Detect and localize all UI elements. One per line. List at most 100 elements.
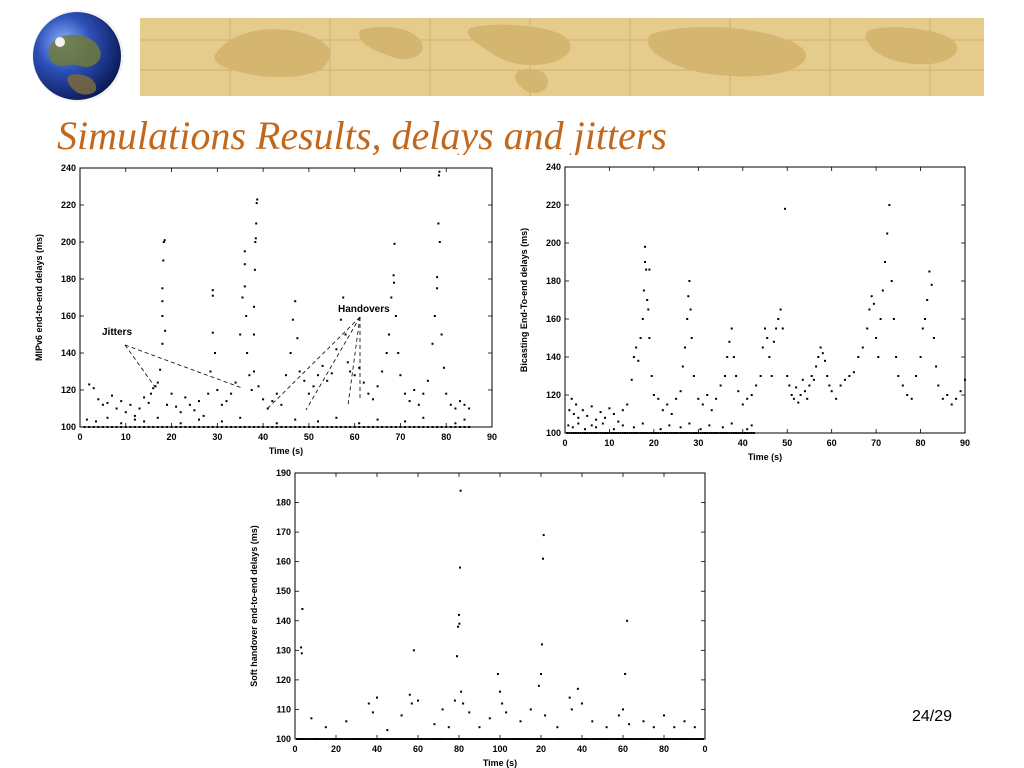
data-point	[243, 263, 246, 266]
data-point	[687, 295, 690, 298]
data-point	[879, 318, 882, 320]
data-point	[624, 738, 627, 740]
data-point	[253, 268, 256, 271]
data-point	[607, 738, 610, 740]
data-point	[586, 432, 589, 434]
data-point	[685, 738, 688, 740]
data-point	[704, 432, 706, 434]
data-point	[419, 738, 422, 740]
data-point	[380, 738, 383, 740]
data-point	[601, 738, 604, 740]
data-point	[577, 416, 580, 419]
data-point	[581, 702, 583, 705]
data-point	[797, 401, 800, 404]
data-point	[344, 426, 347, 428]
data-point	[570, 708, 573, 711]
data-point	[712, 432, 715, 434]
data-point	[542, 738, 544, 740]
data-point	[304, 738, 307, 740]
data-point	[737, 390, 740, 393]
data-point	[679, 426, 682, 429]
data-point	[619, 432, 622, 434]
data-point	[429, 738, 432, 740]
data-point	[230, 426, 233, 428]
data-point	[198, 426, 200, 428]
data-point	[839, 384, 842, 387]
data-point	[566, 738, 569, 740]
data-point	[300, 652, 303, 655]
data-point	[666, 432, 669, 434]
data-point	[324, 738, 327, 740]
data-point	[359, 738, 362, 740]
x-tick-label: 40	[738, 438, 748, 448]
data-point	[161, 342, 164, 345]
data-point	[964, 378, 966, 381]
data-point	[400, 714, 403, 717]
data-point	[659, 432, 662, 434]
data-point	[689, 308, 692, 311]
data-point	[542, 534, 545, 537]
data-point	[630, 738, 633, 740]
data-point	[919, 356, 922, 358]
data-point	[592, 432, 595, 434]
data-point	[494, 738, 497, 740]
data-point	[417, 426, 420, 428]
data-point	[115, 426, 118, 428]
data-point	[613, 738, 616, 740]
data-point	[124, 411, 127, 414]
data-point	[560, 738, 563, 740]
data-point	[234, 381, 237, 384]
data-point	[505, 711, 508, 714]
data-point	[624, 673, 627, 675]
data-point	[699, 738, 702, 740]
plot-frame	[294, 472, 706, 740]
data-point	[626, 738, 629, 740]
data-point	[162, 241, 165, 243]
data-point	[426, 426, 429, 428]
data-point	[779, 308, 782, 311]
y-tick-label: 120	[276, 675, 291, 685]
data-point	[275, 392, 278, 395]
data-point	[426, 379, 429, 382]
data-point	[466, 738, 469, 740]
y-tick-label: 240	[546, 162, 561, 172]
data-point	[211, 426, 214, 428]
data-point	[88, 383, 91, 386]
data-point	[872, 302, 875, 305]
data-point	[243, 250, 246, 253]
data-point	[161, 300, 164, 303]
data-point	[154, 385, 157, 388]
data-point	[337, 738, 339, 740]
x-tick-label: 30	[212, 432, 222, 442]
handovers-arrow-3	[347, 316, 361, 406]
data-point	[815, 365, 818, 368]
data-point	[777, 318, 780, 320]
data-point	[463, 418, 466, 421]
data-point	[667, 738, 670, 740]
data-point	[170, 392, 173, 395]
data-point	[328, 738, 331, 740]
data-point	[926, 299, 929, 301]
data-point	[253, 305, 255, 308]
continent-shapes	[214, 24, 958, 93]
data-point	[388, 333, 390, 336]
x-tick-label: 0	[292, 744, 297, 754]
soft-handover-delay-chart: 0 20 40 60 80 100 20 40 60 80 01001101201301401501…	[245, 462, 715, 768]
data-point	[404, 426, 406, 428]
data-point	[626, 403, 629, 406]
data-point	[427, 738, 430, 740]
data-point	[326, 379, 329, 382]
data-point	[488, 738, 491, 740]
data-point	[470, 738, 473, 740]
data-point	[320, 738, 323, 740]
data-point	[656, 738, 659, 740]
data-point	[400, 738, 403, 740]
data-point	[381, 426, 384, 428]
data-point	[732, 432, 735, 434]
data-point	[376, 418, 379, 421]
data-point	[652, 738, 655, 740]
y-tick-label: 100	[546, 428, 561, 438]
data-point	[459, 566, 461, 569]
data-point	[604, 416, 606, 419]
data-point	[345, 738, 348, 740]
